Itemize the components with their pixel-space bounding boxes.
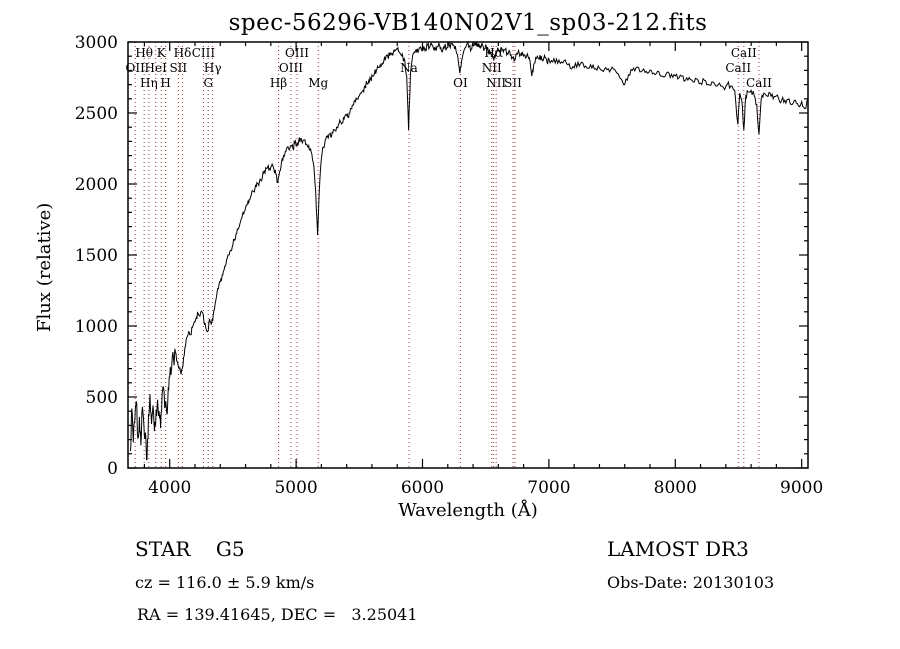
spectral-line-label: Hθ bbox=[135, 46, 153, 60]
y-tick-label: 500 bbox=[86, 388, 118, 408]
spectral-line-label: G bbox=[203, 76, 213, 90]
spectral-line-label: Na bbox=[400, 61, 418, 75]
spectral-line-label: OIII bbox=[279, 61, 303, 75]
x-tick-label: 7000 bbox=[527, 478, 570, 498]
spectral-line-label: OI bbox=[453, 76, 468, 90]
spectral-line-label: CIII bbox=[192, 46, 216, 60]
spectral-line-label: SII bbox=[169, 61, 187, 75]
spectral-line-label: H bbox=[160, 76, 170, 90]
spectral-line-label: Hβ bbox=[270, 76, 287, 90]
cz-velocity-label: cz = 116.0 ± 5.9 km/s bbox=[135, 573, 315, 592]
tick-labels: 4000 5000 6000 7000 8000 9000 0 500 1000 1500 2000… bbox=[75, 33, 824, 498]
x-axis-label: Wavelength (Å) bbox=[398, 500, 538, 521]
y-tick-label: 2000 bbox=[75, 175, 118, 195]
x-tick-label: 8000 bbox=[654, 478, 697, 498]
axis-ticks bbox=[128, 41, 808, 469]
ra-dec-label: RA = 139.41645, DEC = 3.25041 bbox=[137, 605, 418, 624]
spectral-line-label: SII bbox=[504, 76, 522, 90]
spectral-line-label: CaII bbox=[746, 76, 772, 90]
y-tick-label: 3000 bbox=[75, 33, 118, 53]
spectral-line-label: CaII bbox=[725, 61, 751, 75]
obs-date-label: Obs-Date: 20130103 bbox=[607, 573, 775, 592]
spectral-line-label: NII bbox=[482, 61, 502, 75]
spectral-line-label: Hγ bbox=[204, 61, 222, 75]
y-tick-label: 1500 bbox=[75, 246, 118, 266]
spectral-line-label: NII bbox=[486, 76, 506, 90]
y-tick-label: 1000 bbox=[75, 317, 118, 337]
spectral-line-label: Hδ bbox=[174, 46, 192, 60]
survey-release-label: LAMOST DR3 bbox=[607, 537, 749, 561]
spectrum-plot: OII Hθ Hη HeI K H SII Hδ CIII G Hγ Hβ OIII OIII Mg Na OI… bbox=[75, 33, 824, 498]
x-tick-label: 4000 bbox=[148, 478, 191, 498]
spectral-line-label: Hη bbox=[140, 76, 158, 90]
spectral-line-label: HeI bbox=[145, 61, 168, 75]
plot-box bbox=[127, 41, 809, 469]
spectral-line-label: CaII bbox=[731, 46, 757, 60]
spectral-line-label: K bbox=[157, 46, 167, 60]
spectral-line-label: OIII bbox=[285, 46, 309, 60]
y-tick-label: 0 bbox=[107, 459, 118, 479]
object-class-label: STAR G5 bbox=[135, 537, 245, 561]
spectrum-line bbox=[130, 40, 809, 461]
spectral-line-label: OII bbox=[126, 61, 146, 75]
y-axis-label: Flux (relative) bbox=[34, 202, 55, 332]
spectral-line-label: Mg bbox=[308, 76, 328, 90]
x-tick-label: 9000 bbox=[780, 478, 823, 498]
x-tick-label: 5000 bbox=[274, 478, 317, 498]
plot-title: spec-56296-VB140N02V1_sp03-212.fits bbox=[228, 10, 708, 36]
x-tick-label: 6000 bbox=[401, 478, 444, 498]
y-tick-label: 2500 bbox=[75, 104, 118, 124]
